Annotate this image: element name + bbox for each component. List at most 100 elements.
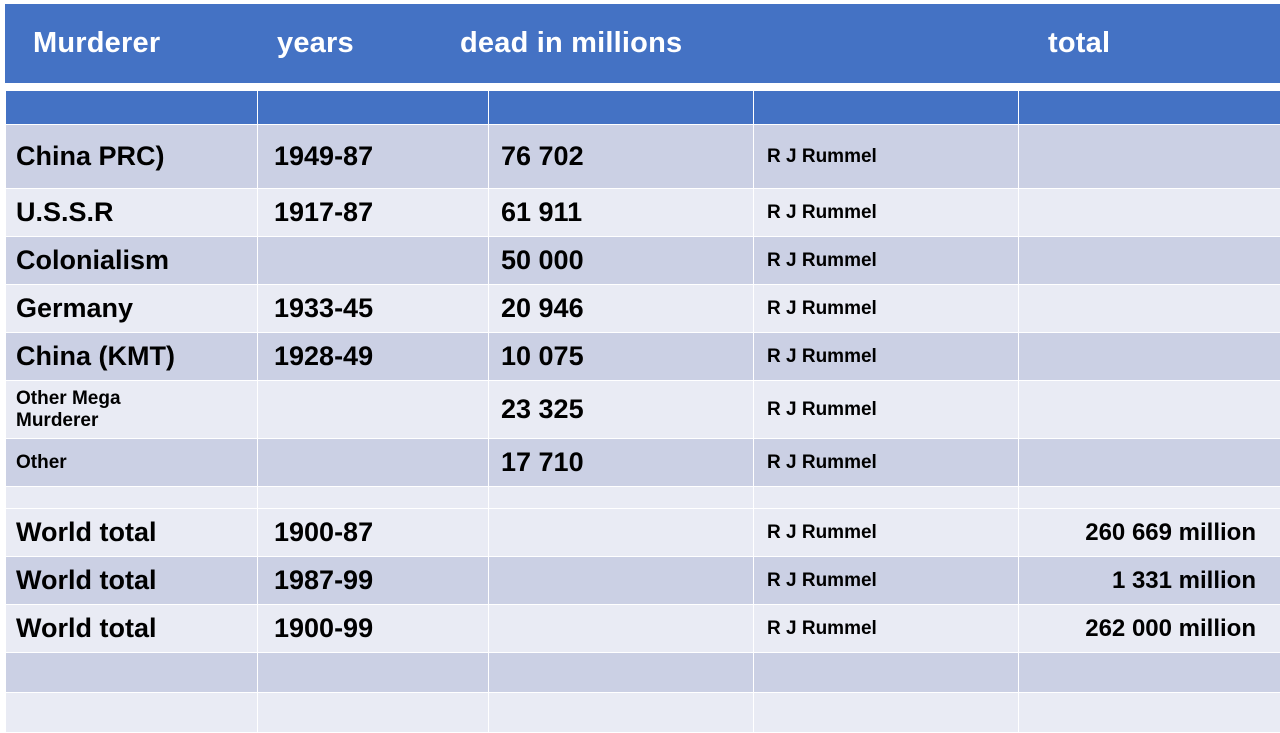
cell-dead: 10 075 xyxy=(489,333,754,381)
dead-value: 61 911 xyxy=(489,197,753,228)
cell-total xyxy=(1019,333,1280,381)
table-row[interactable] xyxy=(6,693,1280,733)
cell-murderer: World total xyxy=(6,557,258,605)
cell-murderer xyxy=(6,653,258,693)
years-label: 1928-49 xyxy=(258,341,488,372)
cell-dead xyxy=(489,693,754,733)
cell-years xyxy=(258,439,489,487)
cell-total xyxy=(1019,285,1280,333)
total-value: 262 000 million xyxy=(1019,615,1280,643)
column-header-murderer: Murderer xyxy=(33,4,160,83)
cell-dead: 20 946 xyxy=(489,285,754,333)
table-row[interactable]: World total 1900-87 R J Rummel 260 669 m… xyxy=(6,509,1280,557)
years-label: 1917-87 xyxy=(258,197,488,228)
column-header-years: years xyxy=(277,4,354,83)
cell-source: R J Rummel xyxy=(754,381,1019,439)
cell-source xyxy=(754,693,1019,733)
cell-years xyxy=(258,237,489,285)
source-label: R J Rummel xyxy=(754,522,1018,544)
cell-source: R J Rummel xyxy=(754,509,1019,557)
table-row[interactable]: World total 1987-99 R J Rummel 1 331 mil… xyxy=(6,557,1280,605)
cell-murderer: U.S.S.R xyxy=(6,189,258,237)
source-label: R J Rummel xyxy=(754,399,1018,421)
cell-dead xyxy=(489,509,754,557)
murderer-label: U.S.S.R xyxy=(6,197,257,228)
table-row[interactable] xyxy=(6,653,1280,693)
years-label: 1987-99 xyxy=(258,565,488,596)
years-label xyxy=(258,672,488,673)
dead-value: 23 325 xyxy=(489,394,753,425)
source-label: R J Rummel xyxy=(754,250,1018,272)
cell-source xyxy=(754,653,1019,693)
murderer-label: World total xyxy=(6,613,257,644)
cell-murderer: Other xyxy=(6,439,258,487)
total-value xyxy=(1019,672,1280,673)
header-strip-row xyxy=(6,91,1280,125)
murderer-label xyxy=(6,712,257,713)
cell-source: R J Rummel xyxy=(754,125,1019,189)
cell-murderer: Colonialism xyxy=(6,237,258,285)
cell-total xyxy=(1019,189,1280,237)
header-strip-cell xyxy=(1019,91,1280,125)
years-label: 1949-87 xyxy=(258,141,488,172)
murderer-label: China (KMT) xyxy=(6,341,257,372)
cell-source: R J Rummel xyxy=(754,237,1019,285)
cell-source: R J Rummel xyxy=(754,439,1019,487)
cell-years: 1933-45 xyxy=(258,285,489,333)
data-table: China PRC) 1949-87 76 702 R J Rummel U.S… xyxy=(5,90,1280,733)
cell-total xyxy=(1019,381,1280,439)
table-row[interactable]: Other 17 710 R J Rummel xyxy=(6,439,1280,487)
column-header-total: total xyxy=(1048,4,1110,83)
years-label xyxy=(258,712,488,713)
dead-value xyxy=(489,672,753,673)
dead-value: 76 702 xyxy=(489,141,753,172)
spacer-cell xyxy=(6,487,258,509)
cell-dead: 17 710 xyxy=(489,439,754,487)
cell-dead: 76 702 xyxy=(489,125,754,189)
dead-value xyxy=(489,712,753,713)
spacer-cell xyxy=(258,487,489,509)
cell-years: 1917-87 xyxy=(258,189,489,237)
cell-years xyxy=(258,653,489,693)
table-row[interactable]: China PRC) 1949-87 76 702 R J Rummel xyxy=(6,125,1280,189)
table-header-band: Murderer years dead in millions total xyxy=(5,4,1280,83)
table-row[interactable]: U.S.S.R 1917-87 61 911 R J Rummel xyxy=(6,189,1280,237)
source-label: R J Rummel xyxy=(754,346,1018,368)
murderer-label xyxy=(6,672,257,673)
header-strip-cell xyxy=(754,91,1019,125)
table-row[interactable]: Other Mega Murderer 23 325 R J Rummel xyxy=(6,381,1280,439)
column-header-dead-in-millions: dead in millions xyxy=(460,4,682,83)
years-label: 1933-45 xyxy=(258,293,488,324)
cell-source: R J Rummel xyxy=(754,333,1019,381)
total-value: 260 669 million xyxy=(1019,519,1280,547)
cell-source: R J Rummel xyxy=(754,557,1019,605)
cell-murderer: Other Mega Murderer xyxy=(6,381,258,439)
source-label: R J Rummel xyxy=(754,452,1018,474)
table-row[interactable]: Colonialism 50 000 R J Rummel xyxy=(6,237,1280,285)
spacer-cell xyxy=(1019,487,1280,509)
table-row[interactable]: Germany 1933-45 20 946 R J Rummel xyxy=(6,285,1280,333)
cell-total: 262 000 million xyxy=(1019,605,1280,653)
table-row[interactable]: China (KMT) 1928-49 10 075 R J Rummel xyxy=(6,333,1280,381)
cell-total xyxy=(1019,693,1280,733)
cell-years: 1949-87 xyxy=(258,125,489,189)
header-strip-cell xyxy=(6,91,258,125)
source-label: R J Rummel xyxy=(754,298,1018,320)
cell-murderer: China PRC) xyxy=(6,125,258,189)
cell-dead: 50 000 xyxy=(489,237,754,285)
cell-total: 1 331 million xyxy=(1019,557,1280,605)
murderer-label: Germany xyxy=(6,293,257,324)
header-strip-cell xyxy=(258,91,489,125)
cell-dead: 61 911 xyxy=(489,189,754,237)
cell-years: 1987-99 xyxy=(258,557,489,605)
murderer-label: China PRC) xyxy=(6,141,257,172)
source-label: R J Rummel xyxy=(754,146,1018,168)
spacer-cell xyxy=(754,487,1019,509)
murderer-label: Other xyxy=(6,452,257,473)
total-value xyxy=(1019,712,1280,713)
cell-total xyxy=(1019,237,1280,285)
table-row[interactable]: World total 1900-99 R J Rummel 262 000 m… xyxy=(6,605,1280,653)
cell-murderer xyxy=(6,693,258,733)
spacer-cell xyxy=(489,487,754,509)
cell-murderer: China (KMT) xyxy=(6,333,258,381)
